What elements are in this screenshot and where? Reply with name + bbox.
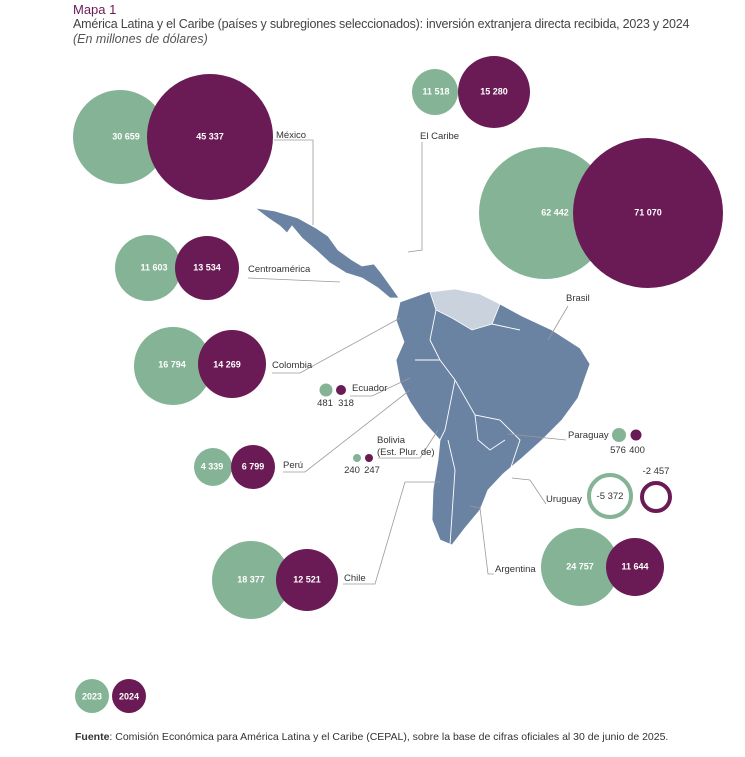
value-2023: 30 659 [112,131,140,141]
value-2023: 240 [344,465,360,476]
value-2023: -5 372 [597,491,624,502]
region-chile: 18 377 12 521 Chile [212,541,366,619]
bubble-2023 [134,327,212,405]
map-title: América Latina y el Caribe (países y sub… [73,17,690,31]
legend-2024-swatch [112,679,146,713]
value-2023: 11 603 [140,262,167,272]
region-mexico: 30 659 45 337 México [73,74,306,200]
value-2024: 6 799 [242,461,265,471]
value-2023: 11 518 [422,86,449,96]
region-label: Ecuador [352,383,387,394]
source-note: Fuente: Comisión Económica para América … [75,731,668,743]
legend-2023-swatch [75,679,109,713]
bubble-2023 [319,383,333,397]
value-2023: 24 757 [566,561,594,571]
ring-2023-negative [587,473,633,519]
value-2024: 14 269 [213,359,241,369]
value-2024: 11 644 [621,561,648,571]
region-argentina: 24 757 11 644 Argentina [495,528,664,606]
region-label: Argentina [495,564,536,575]
bubble-2023 [73,90,167,184]
value-2024: 12 521 [293,574,321,584]
bubble-2023 [115,235,181,301]
value-2024: 247 [364,465,380,476]
bubble-2023 [479,147,611,279]
legend-2024-label: 2024 [119,691,139,701]
bubble-2024 [458,56,530,128]
region-peru: 4 339 6 799 Perú [194,445,303,489]
region-label: El Caribe [420,131,459,142]
bubble-2024 [573,138,723,288]
region-ecuador: 481 318 Ecuador [317,383,387,409]
region-label: Chile [344,573,366,584]
value-2024: 400 [629,445,645,456]
mexico-central-america-shape [253,207,400,299]
value-2023: 16 794 [158,359,186,369]
value-2024: 318 [338,398,354,409]
bubble-2023 [541,528,619,606]
value-2023: 576 [610,445,626,456]
bubble-2024 [175,236,239,300]
bubble-2024 [147,74,273,200]
value-2024: 45 337 [196,131,224,141]
ring-2024-negative [640,481,672,513]
source-label: Fuente [75,731,110,743]
leader-lines [247,139,569,585]
south-america-shape [395,288,591,546]
region-label-line2: (Est. Plur. de) [377,447,435,458]
region-label: Brasil [566,293,590,304]
legend: 2023 2024 [75,679,146,713]
bubble-2024 [365,454,373,462]
map-header: Mapa 1 América Latina y el Caribe (paíse… [73,2,689,47]
value-2023: 4 339 [201,461,224,471]
region-brazil: 62 442 71 070 Brasil [479,138,723,304]
bubble-2024 [231,445,275,489]
region-uruguay: -5 372 -2 457 Uruguay [546,466,672,519]
region-label: México [276,130,306,141]
region-paraguay: 576 400 Paraguay [568,428,645,456]
value-2023: 62 442 [541,207,569,217]
bubble-2023 [612,428,626,442]
region-colombia: 16 794 14 269 Colombia [134,327,313,405]
value-2024: 15 280 [480,86,508,96]
region-label: Uruguay [546,494,582,505]
region-label: Perú [283,460,303,471]
bubble-2023 [212,541,290,619]
source-text: : Comisión Económica para América Latina… [109,731,669,743]
bubble-2024 [336,385,346,395]
region-label: Colombia [272,360,313,371]
region-central-america: 11 603 13 534 Centroamérica [115,235,311,301]
bubble-2024 [630,429,642,441]
value-2023: 481 [317,398,333,409]
map-subtitle: (En millones de dólares) [73,32,208,46]
map-number: Mapa 1 [73,2,117,17]
country-borders [415,309,521,546]
base-map [253,207,591,546]
region-bolivia: 240 247 Bolivia (Est. Plur. de) [344,435,434,476]
legend-2023-label: 2023 [82,691,102,701]
value-2023: 18 377 [237,574,265,584]
bubble-2024 [198,330,266,398]
bubble-2023 [194,448,232,486]
bubble-2024 [276,549,338,611]
bubble-2024 [606,538,664,596]
bubble-2023 [412,69,458,115]
region-label: Bolivia [377,435,406,446]
bubble-2023 [353,454,361,462]
value-2024: 13 534 [193,262,221,272]
value-2024: 71 070 [634,207,662,217]
value-2024: -2 457 [643,466,670,477]
region-caribbean: 11 518 15 280 El Caribe [412,56,530,142]
region-label: Paraguay [568,430,609,441]
region-label: Centroamérica [248,264,311,275]
